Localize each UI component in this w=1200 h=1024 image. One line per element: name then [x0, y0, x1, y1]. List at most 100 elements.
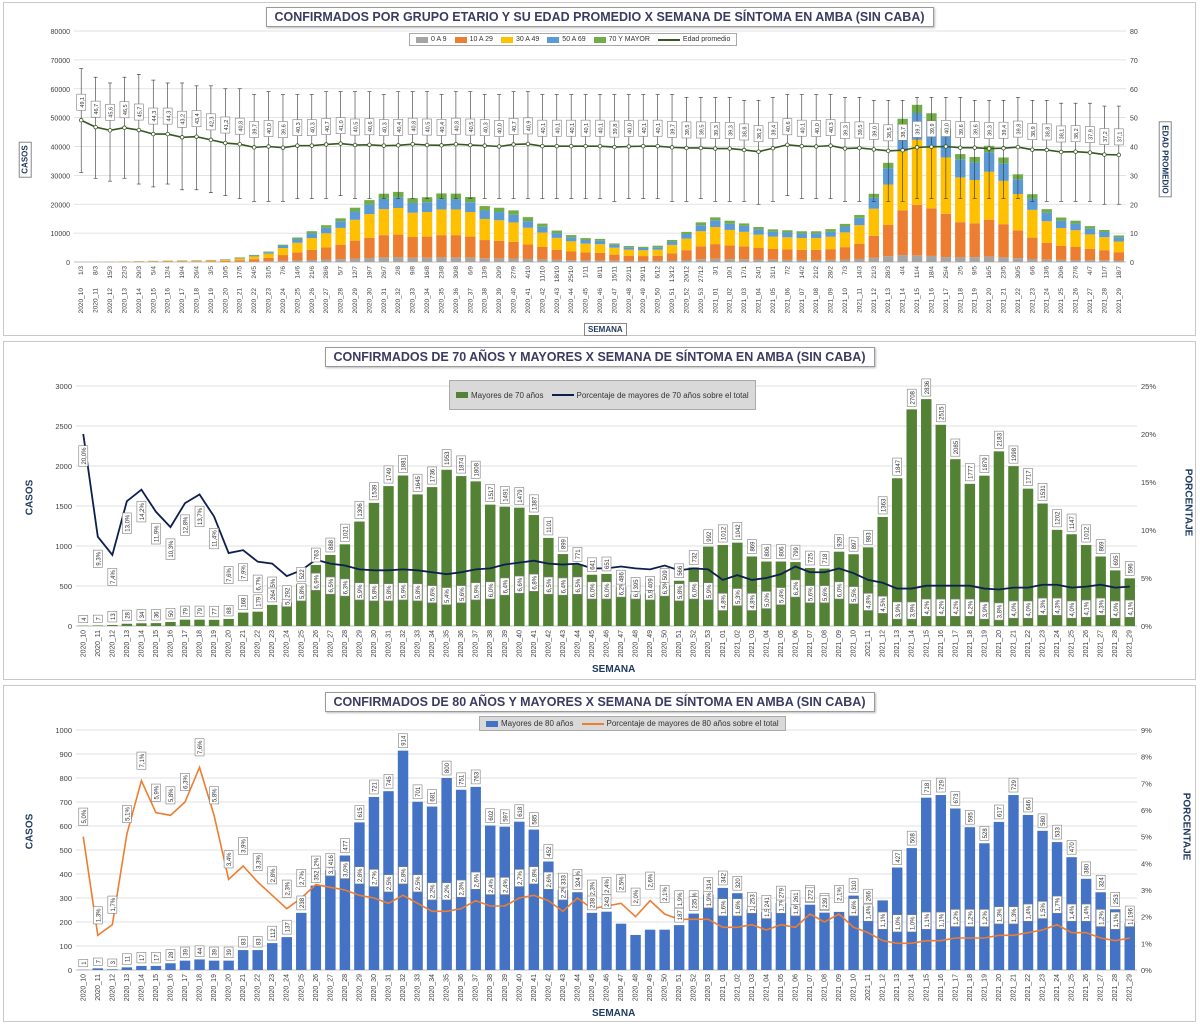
bar-value-label-box — [136, 952, 147, 964]
bar-0-a-9 — [465, 257, 476, 262]
line-value-label: 6,0% — [601, 581, 612, 600]
line-value-label-text: 41,2 — [224, 120, 230, 131]
bar-value-label: 39 — [223, 946, 234, 958]
line-value-label-text: 1,2% — [983, 911, 989, 925]
line-value-label-text: 1,2% — [954, 911, 960, 925]
x-tick-label: 2020_26 — [313, 974, 320, 1001]
bar-value-label-text: 580 — [1041, 815, 1047, 826]
line-value-label-box — [710, 122, 721, 139]
bar-value-label-box — [1023, 468, 1033, 486]
line-value-label: 39,6 — [969, 121, 980, 139]
bar-value-label-box — [107, 958, 118, 967]
line-value-label-text: 7,6% — [227, 568, 233, 582]
bar-70-y-mayor — [738, 223, 750, 226]
bar-value-label-box — [688, 550, 699, 565]
line-value-label-box — [162, 107, 173, 125]
bar-10-a-29 — [248, 259, 260, 262]
x-tick-label: 2020_19 — [211, 630, 218, 657]
line-value-label-text: 3,9% — [983, 603, 989, 617]
x-tick-label: 2020_29 — [356, 630, 363, 657]
bar-10-a-29 — [854, 243, 865, 259]
bar-value-label: 1306 — [354, 501, 365, 519]
line-value-label-box — [805, 585, 815, 604]
bar-value-label-box — [383, 465, 394, 484]
x-tick-label: 13/12 — [669, 266, 676, 283]
bar-value-label-box — [994, 804, 1004, 820]
line-value-label-text: 5,0% — [82, 809, 88, 823]
bar-value-label-text: 888 — [329, 539, 335, 550]
line-value-label-box — [321, 118, 331, 135]
x-tick-label: 30/8 — [453, 266, 460, 279]
line-value-label-text: 40,1 — [599, 123, 605, 134]
x-tick-label: 2020_25 — [298, 974, 305, 1001]
x-tick-label: 13/9 — [482, 266, 489, 279]
line-value-label: 40,3 — [825, 119, 836, 136]
line-value-label-text: 39,3 — [988, 125, 994, 136]
x-tick-label: 3/1 — [712, 266, 719, 275]
bar-0-a-9 — [710, 258, 721, 262]
bar-70-y-mayor — [335, 218, 346, 222]
x-tick-label: 2021_11 — [865, 974, 872, 1001]
bar-50-a-69 — [810, 233, 822, 238]
bar-value-label: 36 — [151, 609, 161, 621]
bar-mayores-de-80-a-os — [1095, 892, 1106, 970]
bar-value-label-text: 44 — [198, 947, 204, 954]
x-tick-label: 2020_34 — [429, 630, 436, 657]
line-value-label-box — [1081, 903, 1091, 922]
bar-value-label-text: 1531 — [1041, 485, 1047, 499]
x-week-label: 2020_33 — [410, 288, 417, 314]
bar-value-label: 508 — [906, 830, 917, 846]
line-value-label-text: 6,7% — [256, 576, 262, 590]
bar-mayores-de-80-a-os — [601, 911, 612, 970]
bar-value-label-box — [935, 404, 946, 423]
line-value-label-text: 4,1% — [1128, 601, 1134, 615]
line-value-label-box — [412, 874, 423, 893]
bar-value-label: 1531 — [1037, 483, 1048, 501]
bar-value-label-text: 11 — [125, 955, 131, 962]
bar-mayores-de-70-a-os — [1109, 570, 1121, 626]
bar-value-label-text: 618 — [518, 806, 524, 817]
bar-value-label-box — [296, 895, 307, 911]
bar-value-label: 477 — [340, 838, 350, 853]
line-value-label-box — [148, 107, 159, 125]
x-tick-label: 6/9 — [467, 266, 474, 275]
bar-value-label: 1874 — [456, 455, 466, 474]
bar-value-label: 243 — [601, 894, 612, 909]
bar-0-a-9 — [782, 259, 793, 262]
bar-mayores-de-70-a-os — [354, 521, 365, 626]
bar-0-a-9 — [1027, 258, 1038, 262]
x-tick-label: 26/7 — [381, 266, 388, 279]
x-tick-label: 2020_53 — [705, 630, 712, 657]
line-value-label-box — [76, 93, 87, 111]
bar-value-label: 806 — [776, 544, 786, 559]
line-value-label-box — [848, 586, 859, 605]
bar-0-a-9 — [580, 260, 591, 262]
x-tick-label: 2020_25 — [298, 630, 305, 657]
line-value-label-box — [107, 895, 118, 914]
bar-10-a-29 — [810, 249, 822, 260]
line-value-label: 3,9% — [238, 837, 248, 855]
line-value-label-box — [747, 593, 757, 611]
x-week-label: 2020_16 — [165, 288, 172, 314]
bar-30-a-49 — [594, 244, 606, 253]
line-value-label-text: 1,0% — [910, 916, 916, 930]
line-value-label-text: 6,0% — [489, 583, 495, 597]
bar-value-label-box — [252, 936, 263, 948]
line-value-label-box — [306, 119, 317, 136]
line-value-label: 5,6% — [427, 585, 437, 604]
line-value-label: 2,8% — [267, 866, 278, 885]
bar-50-a-69 — [839, 226, 851, 233]
bar-mayores-de-80-a-os — [223, 960, 234, 970]
bar-50-a-69 — [652, 247, 663, 250]
bar-mayores-de-80-a-os — [746, 909, 758, 970]
line-value-label-box — [912, 121, 922, 138]
line-value-label-text: 5,9% — [358, 584, 364, 598]
line-value-label-box — [485, 877, 496, 895]
bar-value-label: 888 — [325, 537, 336, 553]
line-value-label: 40,3 — [379, 119, 389, 136]
bar-value-label: 745 — [383, 774, 394, 789]
line-value-label-box — [238, 837, 248, 855]
bar-70-y-mayor — [753, 227, 764, 230]
bar-30-a-49 — [1041, 221, 1052, 243]
bar-value-label-box — [325, 852, 336, 868]
